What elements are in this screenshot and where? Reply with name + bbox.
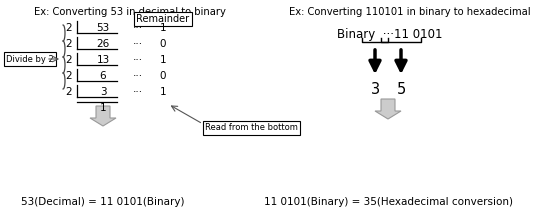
Text: Read from the bottom: Read from the bottom	[205, 123, 298, 133]
Text: Divide by 2: Divide by 2	[6, 54, 54, 64]
Text: 3: 3	[100, 87, 106, 97]
Text: 1: 1	[160, 23, 166, 33]
Text: 2: 2	[65, 87, 72, 97]
Text: 26: 26	[96, 39, 109, 49]
Text: 2: 2	[65, 39, 72, 49]
Text: Ex: Converting 110101 in binary to hexadecimal: Ex: Converting 110101 in binary to hexad…	[289, 7, 531, 17]
Text: ···: ···	[133, 71, 143, 81]
Text: 3: 3	[371, 82, 380, 97]
Text: ···: ···	[133, 23, 143, 33]
Text: Ex: Converting 53 in decimal to binary: Ex: Converting 53 in decimal to binary	[34, 7, 226, 17]
Text: Remainder: Remainder	[136, 14, 190, 24]
Text: 2: 2	[65, 23, 72, 33]
Text: 53: 53	[96, 23, 109, 33]
Text: 6: 6	[100, 71, 106, 81]
Polygon shape	[375, 99, 401, 119]
Text: Binary  ···11 0101: Binary ···11 0101	[337, 28, 443, 41]
Text: 0: 0	[160, 71, 166, 81]
Text: 2: 2	[65, 55, 72, 65]
Text: ···: ···	[133, 87, 143, 97]
Text: 1: 1	[160, 55, 166, 65]
Text: 0: 0	[160, 39, 166, 49]
Polygon shape	[90, 106, 116, 126]
Text: ···: ···	[133, 39, 143, 49]
Text: 53(Decimal) = 11 0101(Binary): 53(Decimal) = 11 0101(Binary)	[21, 197, 185, 207]
Text: ···: ···	[133, 55, 143, 65]
Text: 2: 2	[65, 71, 72, 81]
Text: 11 0101(Binary) = 35(Hexadecimal conversion): 11 0101(Binary) = 35(Hexadecimal convers…	[263, 197, 513, 207]
Text: 5: 5	[397, 82, 406, 97]
Text: 1: 1	[100, 103, 106, 113]
Text: 13: 13	[96, 55, 109, 65]
Text: 1: 1	[160, 87, 166, 97]
